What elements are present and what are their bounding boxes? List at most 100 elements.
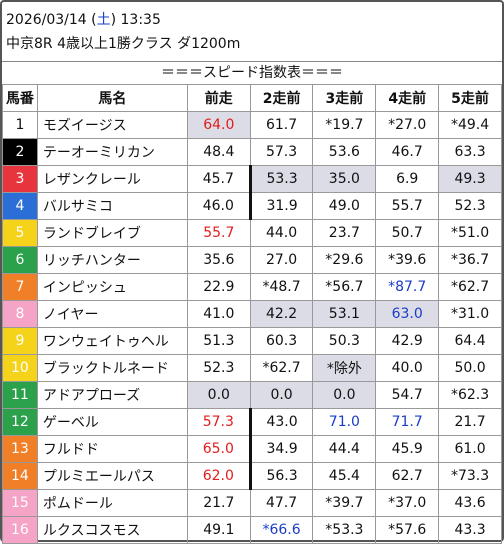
speed-index-cell: 45.9 — [375, 435, 440, 463]
speed-index-cell: *53.3 — [312, 516, 377, 544]
speed-index-cell: 64.0 — [186, 111, 251, 139]
horse-number: 14 — [2, 462, 38, 490]
horse-name: ノイヤー — [36, 300, 188, 328]
speed-index-cell: 50.3 — [312, 327, 377, 355]
horse-name: リッチハンター — [36, 246, 188, 274]
table-row: 8 ノイヤー 41.0 42.2 53.1 63.0 *31.0 — [2, 300, 502, 328]
speed-index-cell: *56.7 — [312, 273, 377, 301]
speed-index-cell: 41.0 — [186, 300, 251, 328]
speed-index-cell: 21.7 — [438, 408, 502, 436]
speed-index-cell: *49.4 — [438, 111, 502, 139]
speed-index-table: 馬番 馬名 前走 2走前 3走前 4走前 5走前 1 モズイージス 64.0 61.7… — [2, 84, 502, 544]
speed-index-cell: 64.4 — [438, 327, 502, 355]
speed-index-cell: 22.9 — [186, 273, 251, 301]
speed-index-cell: *87.7 — [375, 273, 440, 301]
horse-number: 16 — [2, 516, 38, 544]
speed-index-cell: *62.7 — [249, 354, 314, 382]
speed-index-cell: 57.3 — [186, 408, 252, 436]
speed-index-cell: *51.0 — [438, 219, 502, 247]
col-header-name: 馬名 — [36, 84, 188, 112]
speed-index-cell: 55.7 — [186, 219, 251, 247]
speed-index-cell: *29.6 — [312, 246, 377, 274]
horse-name: モズイージス — [36, 111, 188, 139]
horse-name: ワンウェイトゥヘル — [36, 327, 188, 355]
horse-number: 5 — [2, 219, 38, 247]
speed-index-cell: *57.6 — [375, 516, 440, 544]
speed-index-cell: 48.4 — [186, 138, 251, 166]
horse-number: 12 — [2, 408, 38, 436]
speed-index-cell: 52.3 — [438, 192, 502, 220]
horse-name: インピッシュ — [36, 273, 188, 301]
table-row: 9 ワンウェイトゥヘル 51.3 60.3 50.3 42.9 64.4 — [2, 327, 502, 355]
speed-index-cell: 53.6 — [312, 138, 377, 166]
speed-index-cell: 46.7 — [375, 138, 440, 166]
horse-number: 2 — [2, 138, 38, 166]
table-row: 15 ポムドール 21.7 47.7 *39.7 *37.0 43.6 — [2, 489, 502, 517]
speed-index-cell: 46.0 — [186, 192, 252, 220]
speed-index-cell: 35.0 — [312, 165, 377, 193]
speed-index-cell: 44.4 — [312, 435, 377, 463]
speed-index-cell: 0.0 — [186, 381, 251, 409]
speed-index-cell: 6.9 — [375, 165, 440, 193]
speed-index-cell: *37.0 — [375, 489, 440, 517]
horse-name: ランドブレイブ — [36, 219, 188, 247]
speed-index-cell: 51.3 — [186, 327, 251, 355]
table-row: 1 モズイージス 64.0 61.7 *19.7 *27.0 *49.4 — [2, 111, 502, 139]
speed-index-cell: 44.0 — [249, 219, 314, 247]
table-row: 12 ゲーベル 57.3 43.0 71.0 71.7 21.7 — [2, 408, 502, 436]
horse-number: 10 — [2, 354, 38, 382]
table-row: 3 レザンクレール 45.7 53.3 35.0 6.9 49.3 — [2, 165, 502, 193]
table-row: 14 プルミエールパス 62.0 56.3 45.4 62.7 *73.3 — [2, 462, 502, 490]
speed-index-cell: 49.3 — [438, 165, 502, 193]
speed-index-cell: 43.6 — [438, 489, 502, 517]
col-header-4th: 4走前 — [375, 84, 440, 112]
speed-index-cell: 49.1 — [186, 516, 251, 544]
speed-index-cell: *48.7 — [249, 273, 314, 301]
col-header-last: 前走 — [186, 84, 251, 112]
speed-index-cell: 71.0 — [312, 408, 377, 436]
speed-index-cell: *39.6 — [375, 246, 440, 274]
horse-name: フルドド — [36, 435, 188, 463]
speed-index-cell: 42.2 — [249, 300, 314, 328]
horse-number: 6 — [2, 246, 38, 274]
speed-index-cell: *62.7 — [438, 273, 502, 301]
speed-index-cell: 34.9 — [249, 435, 314, 463]
speed-index-cell: 65.0 — [186, 435, 252, 463]
speed-index-cell: 61.7 — [249, 111, 314, 139]
table-row: 7 インピッシュ 22.9 *48.7 *56.7 *87.7 *62.7 — [2, 273, 502, 301]
speed-index-cell: 50.0 — [438, 354, 502, 382]
speed-index-cell: 21.7 — [186, 489, 251, 517]
col-header-number: 馬番 — [2, 84, 38, 112]
speed-index-cell: 42.9 — [375, 327, 440, 355]
speed-index-cell: *27.0 — [375, 111, 440, 139]
table-row: 4 バルサミコ 46.0 31.9 49.0 55.7 52.3 — [2, 192, 502, 220]
horse-number: 15 — [2, 489, 38, 517]
horse-number: 4 — [2, 192, 38, 220]
speed-index-cell: 43.3 — [438, 516, 502, 544]
speed-index-cell: 62.0 — [186, 462, 252, 490]
horse-name: ゲーベル — [36, 408, 188, 436]
speed-index-cell: *62.3 — [438, 381, 502, 409]
speed-index-cell: 0.0 — [312, 381, 377, 409]
horse-name: ルクスコスモス — [36, 516, 188, 544]
speed-index-cell: 23.7 — [312, 219, 377, 247]
speed-index-cell: 43.0 — [249, 408, 314, 436]
horse-name: アドアプローズ — [36, 381, 188, 409]
table-header-row: 馬番 馬名 前走 2走前 3走前 4走前 5走前 — [2, 84, 502, 112]
speed-index-cell: 54.7 — [375, 381, 440, 409]
race-datetime: 2026/03/14 (土) 13:35 — [6, 9, 161, 29]
speed-index-cell: *66.6 — [249, 516, 314, 544]
speed-index-cell: 53.3 — [249, 165, 314, 193]
horse-number: 7 — [2, 273, 38, 301]
col-header-3rd: 3走前 — [312, 84, 377, 112]
col-header-2nd: 2走前 — [249, 84, 314, 112]
speed-index-cell: 45.7 — [186, 165, 252, 193]
speed-index-cell: 63.3 — [438, 138, 502, 166]
horse-name: レザンクレール — [36, 165, 188, 193]
table-banner: ＝＝＝スピード指数表＝＝＝ — [2, 61, 502, 82]
speed-index-cell: 31.9 — [249, 192, 314, 220]
speed-index-cell: 57.3 — [249, 138, 314, 166]
speed-index-cell: 71.7 — [375, 408, 440, 436]
weekday-text: 土 — [96, 12, 111, 28]
horse-number: 9 — [2, 327, 38, 355]
